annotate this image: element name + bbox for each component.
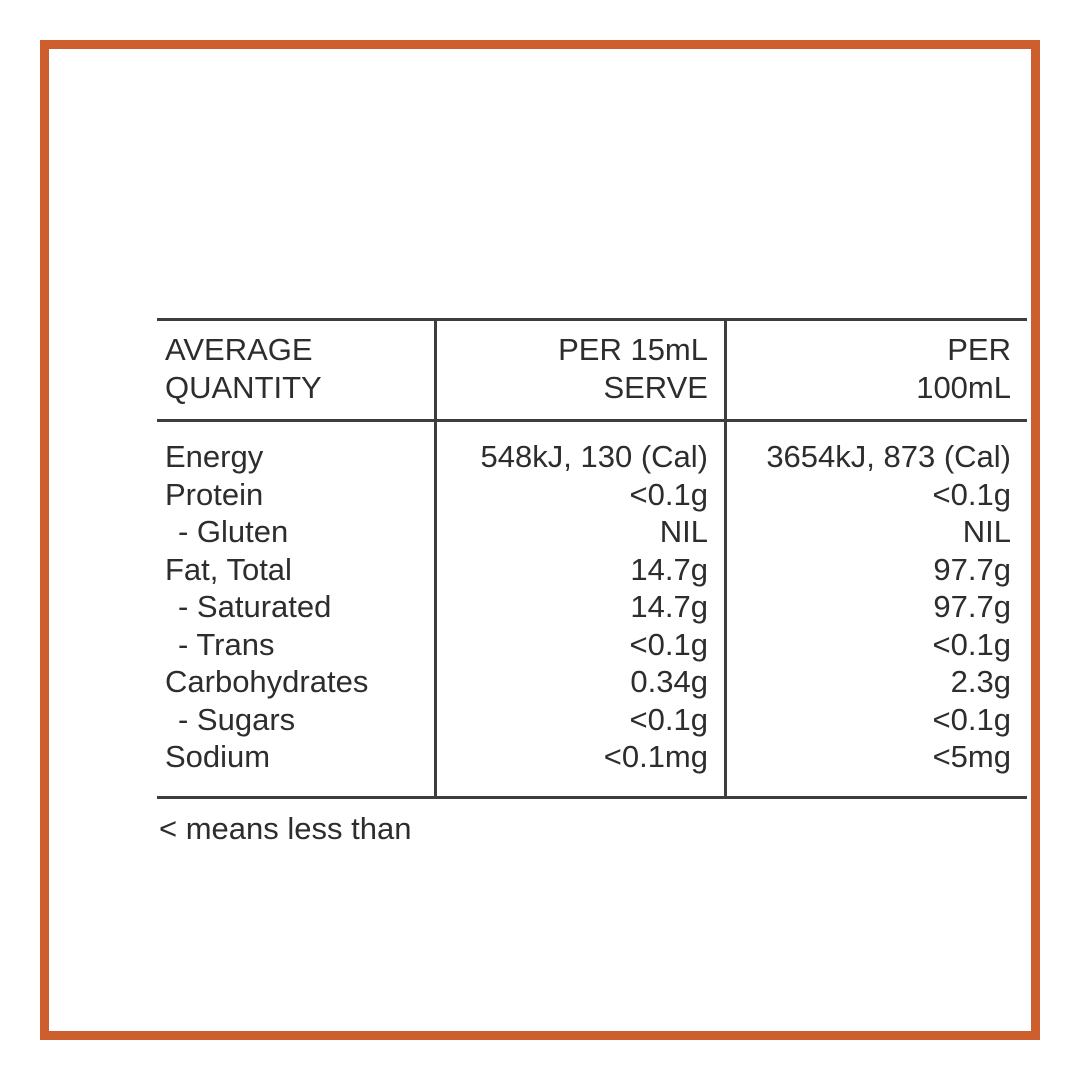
row-value-per-serve: 0.34g [630, 664, 708, 699]
orange-border-frame: AVERAGE QUANTITY PER 15mL SERVE PER 100m… [40, 40, 1040, 1040]
table-row: - Trans <0.1g <0.1g [157, 626, 1027, 664]
row-value-per-100ml: <5mg [932, 739, 1011, 774]
table-row: Protein <0.1g <0.1g [157, 476, 1027, 514]
row-value-per-serve: 548kJ, 130 (Cal) [480, 439, 708, 474]
row-label: - Trans [178, 626, 275, 662]
row-value-per-serve: 14.7g [630, 589, 708, 624]
header-per-serve-line1: PER 15mL [558, 332, 708, 367]
row-label: Protein [165, 476, 264, 512]
header-average-quantity-line1: AVERAGE [165, 332, 313, 367]
row-value-per-100ml: <0.1g [932, 626, 1011, 662]
table-row: - Saturated 14.7g 97.7g [157, 588, 1027, 626]
row-label: Carbohydrates [165, 664, 369, 699]
nutrition-table: AVERAGE QUANTITY PER 15mL SERVE PER 100m… [157, 318, 1027, 799]
row-value-per-serve: <0.1g [629, 626, 708, 662]
header-per-100ml: PER 100mL [724, 331, 1027, 406]
table-row: Fat, Total 14.7g 97.7g [157, 551, 1027, 589]
table-row: - Gluten NIL NIL [157, 513, 1027, 551]
row-value-per-serve: <0.1g [629, 476, 708, 512]
row-label: Energy [165, 439, 264, 474]
row-label: - Sugars [178, 701, 296, 737]
row-value-per-serve: NIL [659, 514, 708, 549]
header-average-quantity: AVERAGE QUANTITY [157, 331, 434, 406]
table-row: - Sugars <0.1g <0.1g [157, 701, 1027, 739]
column-divider-1 [434, 321, 437, 796]
header-per-100ml-line2: 100mL [916, 369, 1011, 405]
footnote: < means less than [159, 811, 412, 846]
row-label: - Saturated [178, 589, 332, 624]
row-value-per-serve: <0.1g [629, 701, 708, 737]
header-per-serve-line2: SERVE [603, 369, 708, 405]
row-label: Fat, Total [165, 551, 292, 587]
header-average-quantity-line2: QUANTITY [165, 369, 322, 405]
row-label: Sodium [165, 739, 271, 774]
table-row: Carbohydrates 0.34g 2.3g [157, 663, 1027, 701]
row-value-per-100ml: 97.7g [933, 551, 1011, 587]
header-per-serve: PER 15mL SERVE [434, 331, 724, 406]
table-row: Sodium <0.1mg <5mg [157, 738, 1027, 776]
row-label: - Gluten [178, 514, 289, 549]
row-value-per-100ml: 97.7g [933, 589, 1011, 624]
header-per-100ml-line1: PER [947, 332, 1011, 367]
table-body: Energy 548kJ, 130 (Cal) 3654kJ, 873 (Cal… [157, 422, 1027, 796]
row-value-per-100ml: 3654kJ, 873 (Cal) [766, 439, 1011, 474]
table-row: Energy 548kJ, 130 (Cal) 3654kJ, 873 (Cal… [157, 438, 1027, 476]
row-value-per-serve: 14.7g [630, 551, 708, 587]
row-value-per-100ml: NIL [962, 514, 1011, 549]
table-header-row: AVERAGE QUANTITY PER 15mL SERVE PER 100m… [157, 321, 1027, 422]
row-value-per-100ml: 2.3g [950, 664, 1011, 699]
row-value-per-100ml: <0.1g [932, 701, 1011, 737]
column-divider-2 [724, 321, 727, 796]
row-value-per-serve: <0.1mg [603, 739, 708, 774]
row-value-per-100ml: <0.1g [932, 476, 1011, 512]
